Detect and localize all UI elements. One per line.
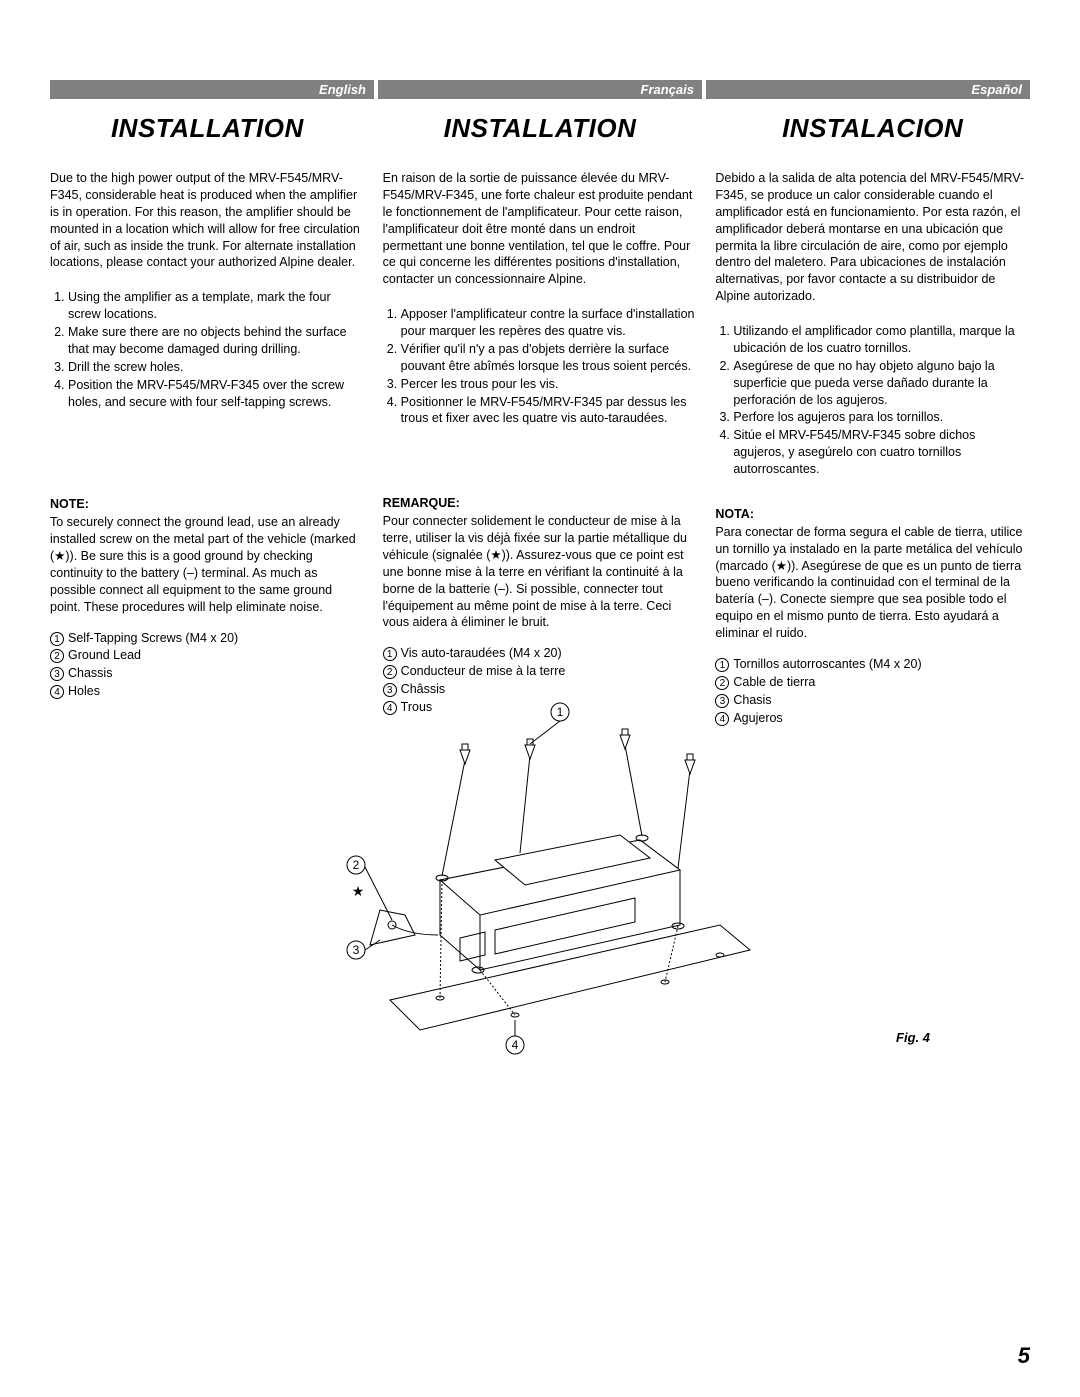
note-body-fr: Pour connecter solidement le conducteur … [383, 513, 698, 631]
steps-en: Using the amplifier as a template, mark … [50, 289, 365, 410]
lang-label-fr: Français [378, 80, 702, 99]
lang-label-en: English [50, 80, 374, 99]
legend-fr-2: 2Conducteur de mise à la terre [383, 663, 698, 680]
step-fr-3: Percer les trous pour les vis. [401, 376, 698, 393]
step-fr-1: Apposer l'amplificateur contre la surfac… [401, 306, 698, 340]
step-en-4: Position the MRV-F545/MRV-F345 over the … [68, 377, 365, 411]
legend-fr-1: 1Vis auto-taraudées (M4 x 20) [383, 645, 698, 662]
svg-text:3: 3 [353, 943, 360, 957]
title-es: INSTALACION [715, 111, 1030, 146]
amplifier-diagram-icon: 1 2 ★ 3 4 [320, 700, 760, 1060]
figure-4: 1 2 ★ 3 4 [0, 700, 1080, 1060]
legend-es-1: 1Tornillos autorroscantes (M4 x 20) [715, 656, 1030, 673]
step-fr-2: Vérifier qu'il n'y a pas d'objets derriè… [401, 341, 698, 375]
legend-en-4: 4Holes [50, 683, 365, 700]
step-es-3: Perfore los agujeros para los tornillos. [733, 409, 1030, 426]
note-head-es: NOTA: [715, 506, 1030, 523]
note-head-fr: REMARQUE: [383, 495, 698, 512]
step-es-2: Asegúrese de que no hay objeto alguno ba… [733, 358, 1030, 409]
title-fr: INSTALLATION [383, 111, 698, 146]
content-columns: INSTALLATION Due to the high power outpu… [50, 105, 1030, 727]
steps-es: Utilizando el amplificador como plantill… [715, 323, 1030, 478]
column-fr: INSTALLATION En raison de la sortie de p… [383, 105, 698, 727]
lang-label-es: Español [706, 80, 1030, 99]
column-en: INSTALLATION Due to the high power outpu… [50, 105, 365, 727]
svg-text:1: 1 [557, 705, 564, 719]
legend-fr-3: 3Châssis [383, 681, 698, 698]
figure-caption: Fig. 4 [896, 1030, 930, 1045]
step-es-4: Sitúe el MRV-F545/MRV-F345 sobre dichos … [733, 427, 1030, 478]
svg-text:2: 2 [353, 858, 360, 872]
legend-en-1: 1Self-Tapping Screws (M4 x 20) [50, 630, 365, 647]
column-es: INSTALACION Debido a la salida de alta p… [715, 105, 1030, 727]
note-body-es: Para conectar de forma segura el cable d… [715, 524, 1030, 642]
legend-en-2: 2Ground Lead [50, 647, 365, 664]
svg-text:★: ★ [352, 883, 365, 899]
step-es-1: Utilizando el amplificador como plantill… [733, 323, 1030, 357]
intro-en: Due to the high power output of the MRV-… [50, 170, 365, 271]
page-number: 5 [1018, 1343, 1030, 1369]
legend-en-3: 3Chassis [50, 665, 365, 682]
note-head-en: NOTE: [50, 496, 365, 513]
step-en-3: Drill the screw holes. [68, 359, 365, 376]
steps-fr: Apposer l'amplificateur contre la surfac… [383, 306, 698, 427]
step-en-2: Make sure there are no objects behind th… [68, 324, 365, 358]
intro-fr: En raison de la sortie de puissance élev… [383, 170, 698, 288]
language-bar: English Français Español [50, 80, 1030, 99]
svg-text:4: 4 [512, 1038, 519, 1052]
step-fr-4: Positionner le MRV-F545/MRV-F345 par des… [401, 394, 698, 428]
step-en-1: Using the amplifier as a template, mark … [68, 289, 365, 323]
note-body-en: To securely connect the ground lead, use… [50, 514, 365, 615]
intro-es: Debido a la salida de alta potencia del … [715, 170, 1030, 305]
legend-es-2: 2Cable de tierra [715, 674, 1030, 691]
title-en: INSTALLATION [50, 111, 365, 146]
